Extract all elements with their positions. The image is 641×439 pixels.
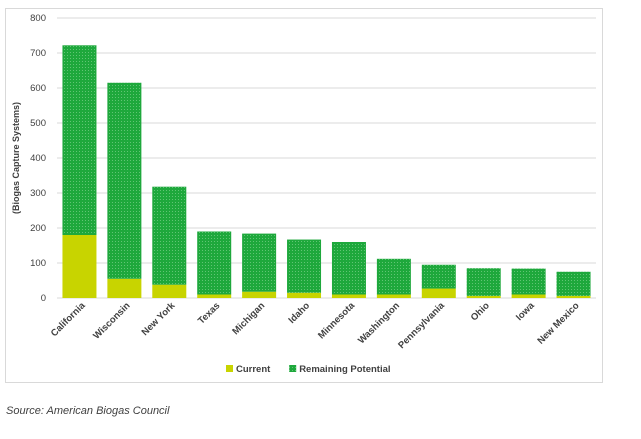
bar-remaining-potential [197,231,232,295]
x-tick-label: Michigan [230,300,267,337]
bar-remaining-potential [62,45,97,235]
bar-remaining-potential [421,264,456,289]
bar-current [197,294,232,298]
bar-current [242,291,277,298]
bar-remaining-potential [152,186,187,285]
source-note: Source: American Biogas Council [6,405,170,417]
bar-current [62,235,97,298]
bar-remaining-potential [466,268,501,296]
chart-frame [5,8,603,383]
y-tick-label: 100 [30,258,46,269]
x-tick-label: Pennsylvania [396,300,447,351]
x-tick-label: Texas [196,300,222,326]
y-tick-label: 700 [30,48,46,59]
x-tick-label: Idaho [286,300,312,326]
x-axis-ticks: California Wisconsin New York Texas Michigan… [49,300,582,351]
bar-current [466,295,501,298]
bar-remaining-potential [556,271,591,296]
bar-current [287,292,322,298]
bar-current [511,294,546,298]
x-tick-label: Washington [356,300,402,346]
bar-current [152,284,187,298]
legend-swatch [226,365,233,372]
y-axis-label: (Biogas Capture Systems) [11,102,21,214]
legend-label: Current [236,364,271,375]
y-tick-label: 400 [30,153,46,164]
y-tick-label: 200 [30,223,46,234]
legend-label: Remaining Potential [299,364,390,375]
legend: Current Remaining Potential [226,364,391,375]
x-tick-label: Ohio [469,300,492,323]
bar-remaining-potential [511,268,546,295]
bar-remaining-potential [376,258,411,295]
x-tick-label: New York [140,300,178,338]
bar-current [376,294,411,298]
bar-remaining-potential [287,239,322,293]
bar-current [107,278,142,298]
x-tick-label: California [49,300,88,339]
bar-current [556,295,591,298]
bars [62,45,591,298]
x-tick-label: Wisconsin [91,300,132,341]
y-tick-label: 0 [41,293,46,304]
bar-remaining-potential [331,242,366,295]
x-tick-label: Iowa [514,300,537,323]
bar-remaining-potential [107,82,142,279]
y-tick-label: 300 [30,188,46,199]
y-tick-label: 500 [30,118,46,129]
x-tick-label: New Mexico [535,300,581,346]
bar-remaining-potential [242,233,277,292]
y-axis-ticks: 0 100 200 300 400 500 600 700 800 [30,13,46,304]
y-tick-label: 800 [30,13,46,24]
gridlines [57,17,596,299]
legend-swatch [289,365,297,372]
x-tick-label: Minnesota [316,300,358,342]
bar-current [331,294,366,298]
y-tick-label: 600 [30,83,46,94]
bar-current [421,288,456,298]
